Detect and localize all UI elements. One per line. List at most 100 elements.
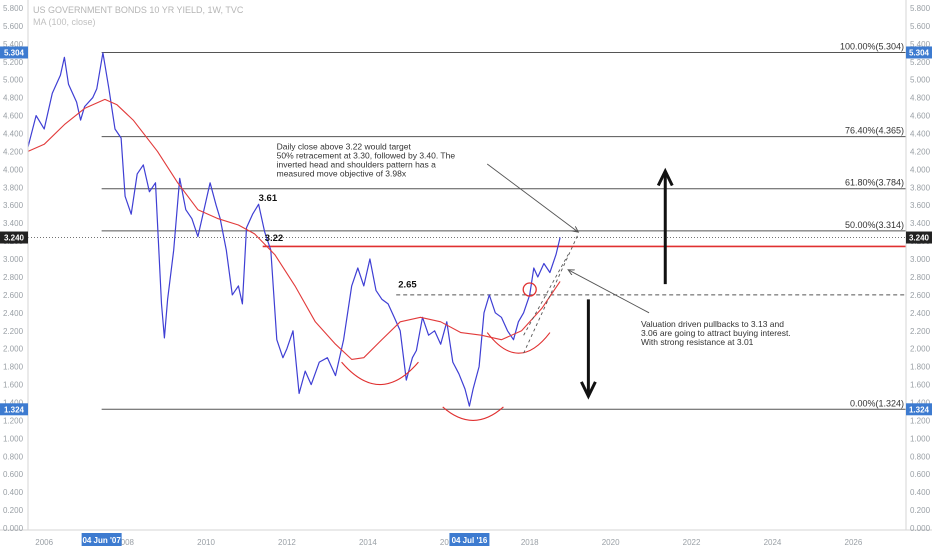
x-tick-label: 2026	[845, 538, 863, 547]
price-badge-label: 3.240	[4, 234, 25, 243]
y-tick-label-right: 2.200	[910, 327, 931, 336]
y-tick-label-left: 3.400	[3, 219, 24, 228]
y-tick-label-right: 1.800	[910, 363, 931, 372]
y-tick-label-right: 4.600	[910, 112, 931, 121]
price-badge-label: 5.304	[4, 48, 25, 57]
y-tick-label-right: 1.600	[910, 381, 931, 390]
y-tick-label-left: 5.600	[3, 22, 24, 31]
yield-series-line	[27, 52, 561, 407]
y-tick-label-left: 5.400	[3, 40, 24, 49]
y-tick-label-left: 0.400	[3, 488, 24, 497]
ma-series-line	[27, 98, 561, 360]
pattern-drawings	[341, 163, 674, 421]
y-tick-label-left: 1.600	[3, 381, 24, 390]
fib-level-label: 100.00%(5.304)	[840, 41, 904, 51]
y-tick-label-right: 5.600	[910, 22, 931, 31]
y-tick-label-left: 4.000	[3, 165, 24, 174]
y-tick-label-left: 2.000	[3, 345, 24, 354]
x-tick-label: 2018	[521, 538, 539, 547]
note-pointer-lower	[568, 270, 650, 314]
y-tick-label-left: 5.200	[3, 58, 24, 67]
date-badge	[81, 533, 122, 546]
y-tick-label-left: 0.000	[3, 524, 24, 533]
right-shoulder-arc	[486, 332, 551, 354]
x-tick-label: 2014	[359, 538, 377, 547]
y-tick-label-right: 4.000	[910, 165, 931, 174]
y-tick-label-left: 2.200	[3, 327, 24, 336]
y-tick-label-right: 3.800	[910, 183, 931, 192]
y-tick-label-right: 2.400	[910, 309, 931, 318]
up-arrow-head	[656, 167, 674, 187]
y-tick-label-right: 0.000	[910, 524, 931, 533]
date-badge-label: 04 Jun '07	[82, 536, 121, 545]
y-tick-label-left: 1.200	[3, 416, 24, 425]
price-level-label: 3.61	[259, 193, 278, 204]
price-badge-left	[0, 46, 28, 59]
price-badge-right	[906, 231, 932, 244]
y-tick-label-right: 3.400	[910, 219, 931, 228]
y-tick-label-right: 5.000	[910, 76, 931, 85]
y-tick-label-left: 0.200	[3, 506, 24, 515]
note-pointer-upper	[486, 163, 578, 232]
down-arrow-head	[580, 381, 597, 400]
date-badge-label: 04 Jul '16	[452, 536, 488, 545]
y-tick-label-right: 4.400	[910, 130, 931, 139]
y-tick-label-left: 3.000	[3, 255, 24, 264]
y-tick-label-right: 3.000	[910, 255, 931, 264]
left-shoulder-arc	[341, 361, 419, 385]
y-tick-label-right: 2.800	[910, 273, 931, 282]
y-tick-label-right: 2.600	[910, 291, 931, 300]
y-tick-label-right: 5.200	[910, 58, 931, 67]
y-tick-label-left: 4.800	[3, 94, 24, 103]
y-tick-label-right: 3.600	[910, 201, 931, 210]
annotation-breakout-note: Daily close above 3.22 would target 50% r…	[277, 142, 456, 179]
x-tick-label: 2016	[440, 538, 458, 547]
y-tick-label-left: 1.000	[3, 434, 24, 443]
y-tick-label-left: 1.800	[3, 363, 24, 372]
head-arc	[442, 406, 504, 421]
y-tick-label-right: 0.600	[910, 470, 931, 479]
text-layer: US GOVERNMENT BONDS 10 YR YIELD, 1W, TVC…	[33, 5, 791, 347]
fib-level-label: 61.80%(3.784)	[845, 178, 904, 188]
annotation-pullback-note: Valuation driven pullbacks to 3.13 and 3.…	[641, 319, 791, 347]
price-badge-label: 5.304	[909, 48, 930, 57]
breakout-circle-marker	[522, 282, 537, 297]
fib-level-label: 76.40%(4.365)	[845, 126, 904, 136]
y-tick-label-right: 1.400	[910, 398, 931, 407]
y-tick-label-right: 0.800	[910, 452, 931, 461]
x-tick-label: 2008	[116, 538, 134, 547]
fibonacci-levels: 100.00%(5.304) 76.40%(4.365) 61.80%(3.784)…	[28, 41, 906, 410]
y-tick-label-left: 1.400	[3, 398, 24, 407]
price-level-label: 3.22	[265, 233, 284, 244]
y-tick-label-right: 0.400	[910, 488, 931, 497]
price-badge-label: 3.240	[909, 234, 930, 243]
y-tick-label-right: 2.000	[910, 345, 931, 354]
x-tick-label: 2010	[197, 538, 215, 547]
indicator-label: MA (100, close)	[33, 17, 96, 27]
price-badge-left	[0, 403, 28, 416]
y-tick-label-right: 1.200	[910, 416, 931, 425]
chart-title: US GOVERNMENT BONDS 10 YR YIELD, 1W, TVC	[33, 5, 244, 15]
y-tick-label-left: 5.000	[3, 76, 24, 85]
y-tick-label-left: 3.800	[3, 183, 24, 192]
x-tick-label: 2022	[683, 538, 701, 547]
x-tick-label: 2012	[278, 538, 296, 547]
fib-level-label: 0.00%(1.324)	[850, 398, 904, 408]
x-tick-label: 2006	[35, 538, 53, 547]
y-tick-label-left: 3.600	[3, 201, 24, 210]
y-tick-label-right: 0.200	[910, 506, 931, 515]
y-tick-label-left: 2.600	[3, 291, 24, 300]
series-layer	[27, 52, 561, 407]
x-tick-label: 2020	[602, 538, 620, 547]
price-badge-right	[906, 403, 932, 416]
y-tick-label-right: 5.400	[910, 40, 931, 49]
y-tick-label-left: 0.800	[3, 452, 24, 461]
x-tick-label: 2024	[764, 538, 782, 547]
date-badge	[449, 533, 490, 546]
trend-line-lower	[523, 233, 579, 354]
y-tick-label-right: 4.200	[910, 147, 931, 156]
y-tick-label-left: 4.400	[3, 130, 24, 139]
